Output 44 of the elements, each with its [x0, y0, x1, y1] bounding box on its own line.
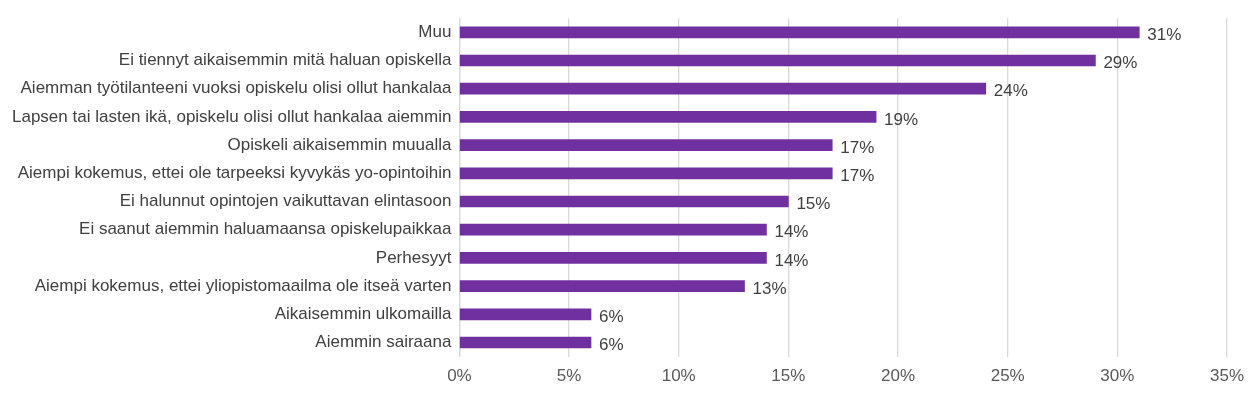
- bar: [459, 167, 833, 180]
- y-tick-label: Aikaisemmin ulkomailla: [274, 303, 452, 323]
- y-tick-label: Aiemmin sairaana: [315, 332, 452, 352]
- data-label: 17%: [840, 137, 875, 157]
- bar: [459, 336, 592, 349]
- bar: [459, 252, 767, 264]
- data-label: 6%: [599, 335, 624, 355]
- bar: [459, 26, 1140, 39]
- y-tick-label: Aiempi kokemus, ettei yliopistomaailma ole itseä varten: [34, 275, 452, 295]
- y-tick-label: Lapsen tai lasten ikä, opiskelu olisi ollut hankalaa aiemmin: [12, 106, 452, 126]
- bar: [459, 280, 745, 292]
- y-tick-label: Ei saanut aiemmin haluamaansa opiskelupaikkaa: [79, 219, 452, 239]
- y-tick-label: Muu: [418, 21, 452, 41]
- data-label: 15%: [796, 194, 831, 214]
- data-label: 17%: [840, 165, 875, 185]
- bar: [459, 308, 592, 321]
- x-tick-label: 15%: [771, 366, 806, 386]
- x-tick-label: 25%: [990, 366, 1025, 386]
- bar: [459, 111, 877, 123]
- data-label: 14%: [774, 222, 809, 242]
- y-tick-label: Aiemman työtilanteeni vuoksi opiskelu olisi ollut hankalaa: [20, 78, 452, 98]
- data-label: 24%: [993, 81, 1028, 101]
- x-tick-label: 0%: [447, 366, 472, 386]
- data-label: 13%: [752, 278, 787, 298]
- data-label: 14%: [774, 250, 809, 270]
- bar: [459, 82, 987, 95]
- bar: [459, 54, 1096, 67]
- x-tick-label: 35%: [1209, 366, 1245, 386]
- data-label: 31%: [1147, 24, 1182, 44]
- x-tick-label: 30%: [1100, 366, 1135, 386]
- data-label: 19%: [884, 109, 919, 129]
- y-tick-label: Aiempi kokemus, ettei ole tarpeeksi kyvykäs yo-opintoihin: [17, 162, 452, 182]
- data-label: 6%: [599, 306, 624, 326]
- bar: [459, 195, 789, 208]
- y-tick-label: Perhesyyt: [375, 247, 452, 267]
- bar: [459, 139, 833, 151]
- bar: [459, 223, 767, 236]
- y-tick-label: Ei halunnut opintojen vaikuttavan elintasoon: [119, 191, 452, 211]
- x-tick-label: 20%: [881, 366, 916, 386]
- data-label: 29%: [1103, 53, 1138, 73]
- x-tick-label: 5%: [556, 366, 582, 386]
- y-tick-label: Opiskeli aikaisemmin muualla: [227, 134, 452, 154]
- x-tick-label: 10%: [661, 366, 696, 386]
- y-tick-label: Ei tiennyt aikaisemmin mitä haluan opiskella: [118, 50, 452, 70]
